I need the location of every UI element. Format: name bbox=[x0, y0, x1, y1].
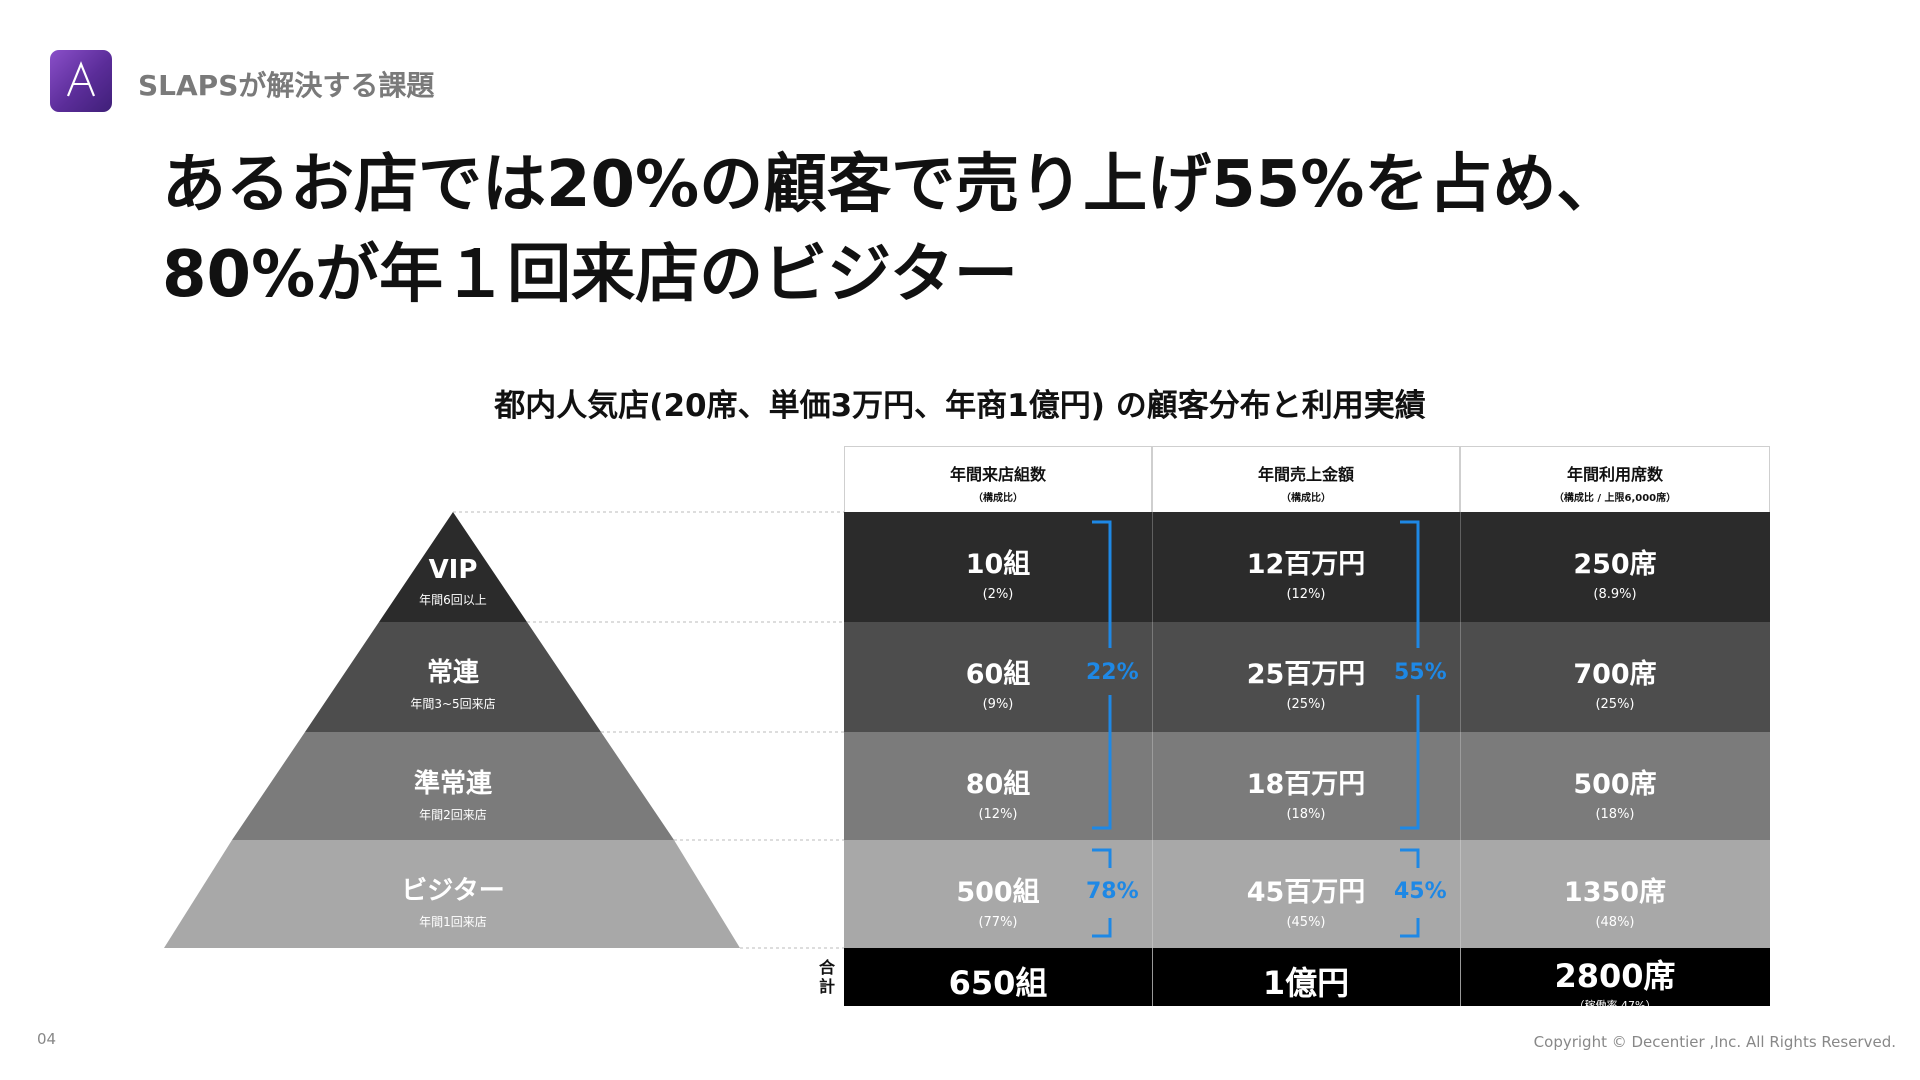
table-row-visitor: 500組 (77%) 45百万円 (45%) 1350席 (48%) bbox=[844, 840, 1770, 948]
bracket-label-visits-top: 22% bbox=[1086, 660, 1139, 685]
table-row-total: 650組 1億円 2800席 （稼働率 47%） bbox=[844, 948, 1770, 1012]
cell-visits-total: 650組 bbox=[948, 964, 1048, 1002]
cell-sales-visitor: 45百万円 (45%) bbox=[1246, 877, 1366, 930]
cell-seats-vip: 250席 (8.9%) bbox=[1573, 549, 1657, 602]
table-row-vip: 10組 (2%) 12百万円 (12%) 250席 (8.9%) bbox=[844, 512, 1770, 622]
bracket-label-sales-top: 55% bbox=[1394, 660, 1447, 685]
cell-visits-semi: 80組 (12%) bbox=[965, 769, 1031, 822]
pyramid-label-semi: 準常連 年間2回来店 bbox=[413, 769, 492, 822]
cell-seats-visitor: 1350席 (48%) bbox=[1563, 877, 1667, 930]
cell-sales-vip: 12百万円 (12%) bbox=[1246, 549, 1366, 602]
page-number: 04 bbox=[37, 1030, 57, 1048]
column-header-visits: 年間来店組数 （構成比） bbox=[844, 446, 1152, 513]
table-row-semi: 80組 (12%) 18百万円 (18%) 500席 (18%) bbox=[844, 732, 1770, 840]
cell-sales-regular: 25百万円 (25%) bbox=[1246, 659, 1366, 712]
app-logo bbox=[50, 50, 112, 112]
pyramid-label-visitor: ビジター 年間1回来店 bbox=[401, 876, 505, 929]
total-label: 合計 bbox=[818, 958, 835, 996]
headline-line-1: あるお店では20%の顧客で売り上げ55%を占め、 bbox=[162, 148, 1621, 222]
cell-seats-total: 2800席 （稼働率 47%） bbox=[1554, 957, 1676, 1012]
pyramid-tier-semi bbox=[232, 732, 674, 840]
cell-sales-total: 1億円 bbox=[1262, 964, 1350, 1002]
column-header-seats: 年間利用席数 （構成比 / 上限6,000席） bbox=[1460, 446, 1770, 513]
bracket-label-sales-bottom: 45% bbox=[1394, 879, 1447, 904]
cell-seats-regular: 700席 (25%) bbox=[1573, 659, 1657, 712]
headline-line-2: 80%が年１回来店のビジター bbox=[162, 238, 1018, 312]
pyramid-tier-regular bbox=[305, 622, 601, 732]
cell-visits-vip: 10組 (2%) bbox=[965, 549, 1031, 602]
cell-visits-visitor: 500組 (77%) bbox=[956, 877, 1040, 930]
pyramid-tier-visitor bbox=[164, 840, 740, 948]
bracket-label-visits-bottom: 78% bbox=[1086, 879, 1139, 904]
pyramid-label-regular: 常連 年間3~5回来店 bbox=[410, 658, 496, 711]
cell-visits-regular: 60組 (9%) bbox=[965, 659, 1031, 712]
copyright-notice: Copyright © Decentier ,Inc. All Rights R… bbox=[1533, 1033, 1896, 1051]
headline: あるお店では20%の顧客で売り上げ55%を占め、 80%が年１回来店のビジター bbox=[162, 140, 1620, 320]
table-row-regular: 60組 (9%) 25百万円 (25%) 700席 (25%) bbox=[844, 622, 1770, 732]
logo-letter-icon bbox=[66, 61, 96, 97]
pyramid-tier-vip bbox=[379, 512, 527, 622]
chart-subtitle: 都内人気店(20席、単価3万円、年商1億円) の顧客分布と利用実績 bbox=[494, 388, 1426, 424]
guide-lines bbox=[453, 511, 844, 949]
cell-seats-semi: 500席 (18%) bbox=[1573, 769, 1657, 822]
cell-sales-semi: 18百万円 (18%) bbox=[1246, 769, 1366, 822]
column-header-sales: 年間売上金額 （構成比） bbox=[1152, 446, 1460, 513]
pyramid-label-vip: VIP 年間6回以上 bbox=[419, 555, 487, 607]
section-label: SLAPSが解決する課題 bbox=[138, 69, 435, 102]
